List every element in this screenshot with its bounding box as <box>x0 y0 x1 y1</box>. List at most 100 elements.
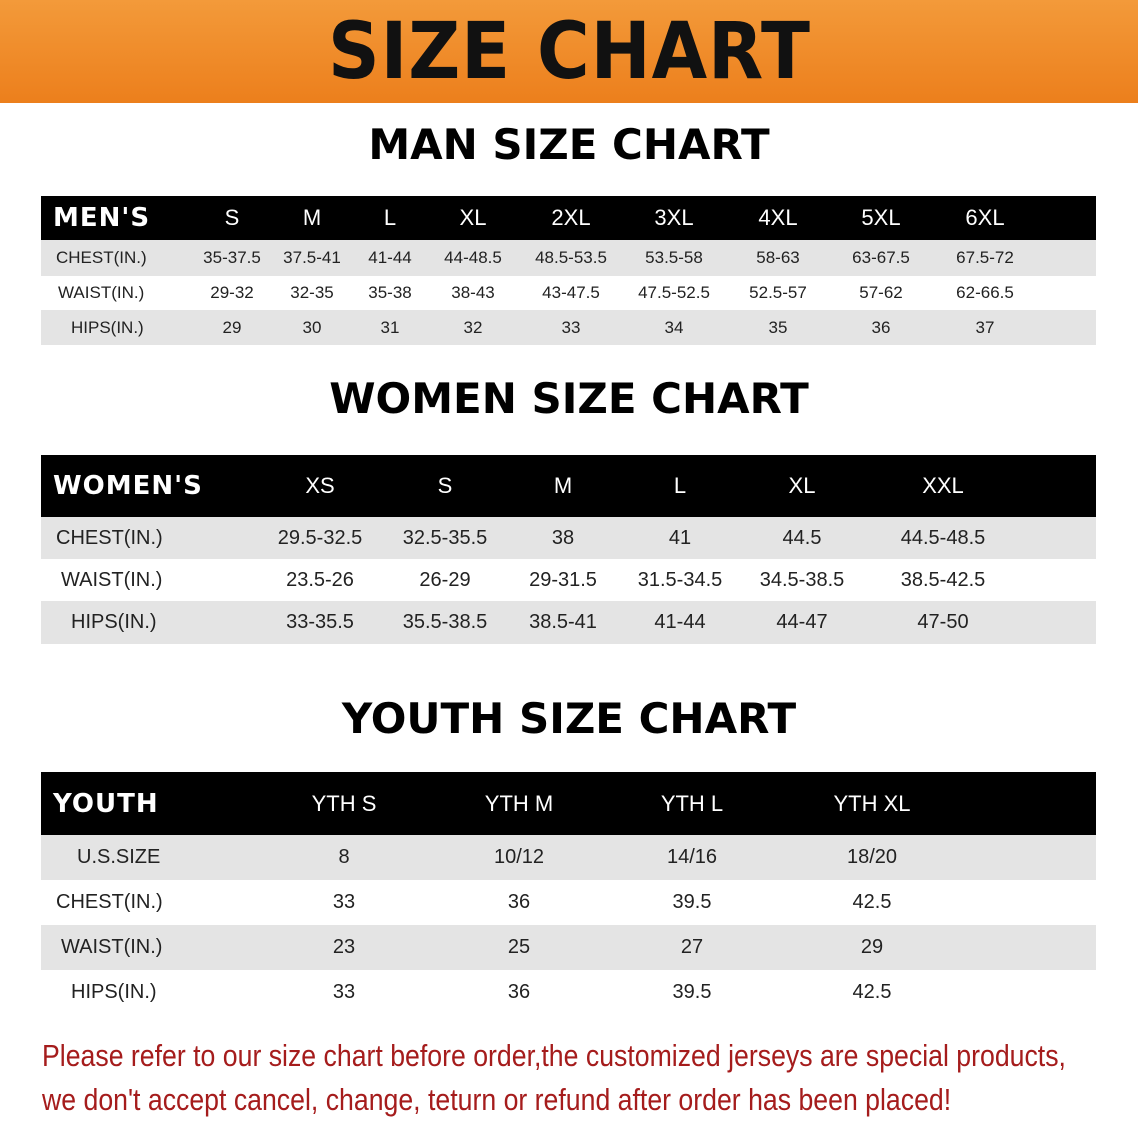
table-row: WAIST(IN.) 29-32 32-35 35-38 38-43 43-47.5 47.… <box>41 276 1096 310</box>
row-label: U.S.SIZE <box>77 846 161 868</box>
table-cell: 23.5-26 <box>286 568 354 591</box>
size-column-header: M <box>553 473 573 498</box>
table-cell: 42.5 <box>852 891 892 913</box>
table-row: WAIST(IN.) 23 25 27 29 <box>41 925 1096 970</box>
table-cell: 63-67.5 <box>852 248 910 267</box>
youth-size-table: YOUTH YTH S YTH M YTH L YTH XL U.S.SIZE 8 10/12… <box>41 772 1096 1015</box>
table-cell: 8 <box>338 846 350 868</box>
table-cell: 41-44 <box>654 611 706 633</box>
table-cell: 23 <box>332 936 356 958</box>
size-column-header: 5XL <box>861 205 901 230</box>
table-cell: 26-29 <box>419 568 471 591</box>
size-column-header: S <box>224 205 240 230</box>
table-cell: 44-47 <box>776 611 828 633</box>
table-cell: 39.5 <box>672 891 712 913</box>
table-cell: 29 <box>222 317 242 337</box>
table-cell: 34 <box>664 317 684 337</box>
table-cell: 31.5-34.5 <box>637 568 723 591</box>
row-label: WAIST(IN.) <box>58 283 145 302</box>
header-label: MEN'S <box>53 203 151 233</box>
size-column-header: XL <box>788 473 816 498</box>
table-cell: 27 <box>680 936 704 958</box>
table-cell: 47-50 <box>917 611 969 633</box>
row-label: WAIST(IN.) <box>61 568 163 591</box>
table-cell: 67.5-72 <box>956 248 1014 267</box>
size-column-header: XL <box>459 205 487 230</box>
table-cell: 41 <box>668 526 692 549</box>
table-cell: 38-43 <box>451 283 495 302</box>
row-label: HIPS(IN.) <box>71 611 157 633</box>
size-column-header: 3XL <box>654 205 694 230</box>
men-section-title: MAN SIZE CHART <box>368 120 770 169</box>
table-cell: 18/20 <box>846 846 898 868</box>
row-label: CHEST(IN.) <box>56 526 163 549</box>
table-cell: 41-44 <box>368 248 412 267</box>
table-cell: 47.5-52.5 <box>638 283 710 302</box>
table-cell: 32-35 <box>290 283 334 302</box>
table-cell: 38.5-41 <box>529 611 597 633</box>
size-column-header: 4XL <box>758 205 798 230</box>
table-header-row: WOMEN'S XS S M L XL XXL <box>41 455 1096 517</box>
table-cell: 35-38 <box>368 283 412 302</box>
row-label: CHEST(IN.) <box>56 248 147 267</box>
row-label: WAIST(IN.) <box>61 936 163 958</box>
table-cell: 53.5-58 <box>645 248 703 267</box>
size-column-header: XS <box>305 473 335 498</box>
size-column-header: L <box>673 473 687 498</box>
table-cell: 35-37.5 <box>203 248 261 267</box>
size-column-header: L <box>383 205 397 230</box>
table-cell: 35.5-38.5 <box>402 611 488 633</box>
table-row: HIPS(IN.) 33 36 39.5 42.5 <box>41 970 1096 1015</box>
table-header-row: MEN'S S M L XL 2XL 3XL 4XL 5XL 6XL <box>41 196 1096 240</box>
size-column-header: XXL <box>922 473 964 498</box>
table-row: CHEST(IN.) 35-37.5 37.5-41 41-44 44-48.5 48.5… <box>41 240 1096 276</box>
size-column-header: YTH M <box>484 790 554 816</box>
header-label: WOMEN'S <box>53 471 203 501</box>
table-cell: 34.5-38.5 <box>759 568 845 591</box>
table-cell: 42.5 <box>852 981 892 1003</box>
size-column-header: 6XL <box>965 205 1005 230</box>
table-cell: 32.5-35.5 <box>402 526 488 549</box>
table-cell: 14/16 <box>666 846 718 868</box>
table-cell: 62-66.5 <box>956 283 1014 302</box>
table-cell: 10/12 <box>493 846 545 868</box>
table-cell: 57-62 <box>859 283 903 302</box>
table-cell: 43-47.5 <box>542 283 600 302</box>
notice-line-1: Please refer to our size chart before or… <box>42 1038 1066 1073</box>
table-cell: 39.5 <box>672 981 712 1003</box>
table-cell: 44-48.5 <box>444 248 502 267</box>
table-cell: 38 <box>551 526 575 549</box>
table-cell: 44.5 <box>782 526 822 549</box>
table-cell: 44.5-48.5 <box>900 526 986 549</box>
table-cell: 37 <box>975 317 995 337</box>
table-row: CHEST(IN.) 29.5-32.5 32.5-35.5 38 41 44.5 44.5… <box>41 517 1096 559</box>
table-row: WAIST(IN.) 23.5-26 26-29 29-31.5 31.5-34.5 34… <box>41 559 1096 601</box>
table-cell: 29.5-32.5 <box>277 526 363 549</box>
table-row: U.S.SIZE 8 10/12 14/16 18/20 <box>41 835 1096 880</box>
table-cell: 33 <box>561 317 581 337</box>
row-label: HIPS(IN.) <box>71 317 144 337</box>
table-cell: 29-32 <box>210 283 254 302</box>
row-label: CHEST(IN.) <box>56 891 163 913</box>
table-cell: 38.5-42.5 <box>900 568 986 591</box>
table-cell: 33 <box>332 981 356 1003</box>
youth-section-title: YOUTH SIZE CHART <box>341 694 797 743</box>
table-cell: 29-31.5 <box>529 568 597 591</box>
table-cell: 37.5-41 <box>283 248 341 267</box>
table-cell: 58-63 <box>756 248 800 267</box>
table-cell: 30 <box>302 317 322 337</box>
women-size-table: WOMEN'S XS S M L XL XXL CHEST(IN.) 29.5-32.5 32.5… <box>41 455 1096 644</box>
table-cell: 36 <box>507 981 531 1003</box>
size-column-header: YTH L <box>660 790 724 816</box>
table-cell: 33 <box>332 891 356 913</box>
men-size-table: MEN'S S M L XL 2XL 3XL 4XL 5XL 6XL CHEST(IN.) 35-37… <box>41 196 1096 345</box>
table-cell: 31 <box>380 317 400 337</box>
table-row: HIPS(IN.) 33-35.5 35.5-38.5 38.5-41 41-44 44-… <box>41 601 1096 644</box>
table-header-row: YOUTH YTH S YTH M YTH L YTH XL <box>41 772 1096 835</box>
table-cell: 35 <box>768 317 788 337</box>
table-row: CHEST(IN.) 33 36 39.5 42.5 <box>41 880 1096 925</box>
size-column-header: YTH S <box>311 790 377 816</box>
table-cell: 32 <box>463 317 483 337</box>
header-label: YOUTH <box>53 788 159 819</box>
size-column-header: M <box>302 205 322 230</box>
